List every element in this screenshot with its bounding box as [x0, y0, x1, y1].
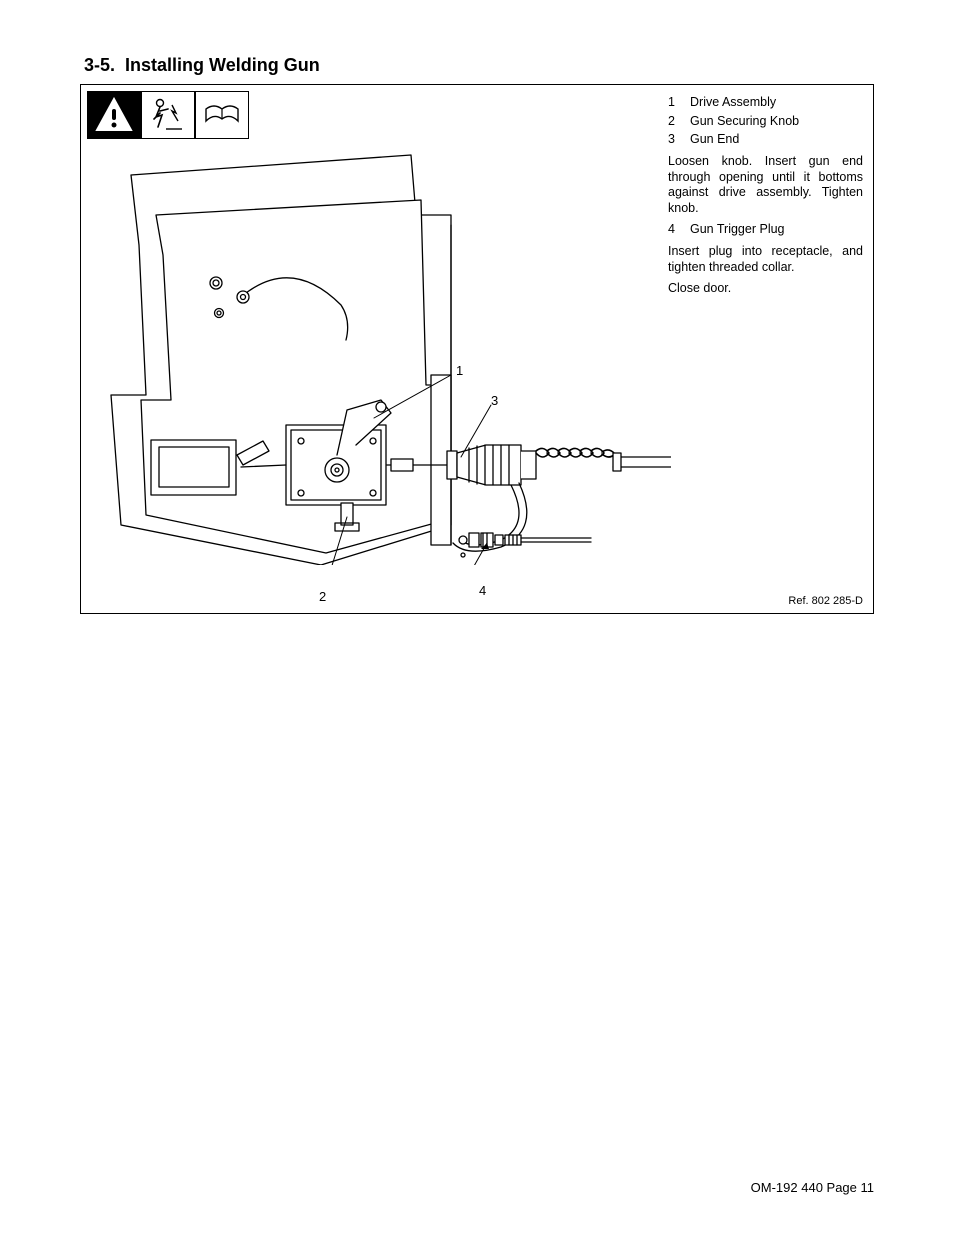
- warning-icon: [87, 91, 141, 139]
- legend-item: 1 Drive Assembly: [668, 95, 863, 111]
- page-footer: OM-192 440 Page 11: [751, 1180, 874, 1195]
- instruction-text: Close door.: [668, 281, 863, 297]
- legend-label: Drive Assembly: [690, 95, 776, 111]
- reference-number: Ref. 802 285-D: [788, 595, 863, 607]
- callout-1: 1: [456, 363, 463, 378]
- welding-gun-diagram: 1 3 2 4: [91, 145, 671, 565]
- figure-container: 1 3 2 4 1 Drive Assembly 2 Gun Securing …: [80, 84, 874, 614]
- section-heading: 3-5. Installing Welding Gun: [84, 55, 874, 76]
- instruction-text: Loosen knob. Insert gun end through open…: [668, 154, 863, 217]
- callout-4: 4: [479, 583, 486, 598]
- instruction-column: 1 Drive Assembly 2 Gun Securing Knob 3 G…: [668, 95, 863, 303]
- legend-label: Gun Securing Knob: [690, 114, 799, 130]
- legend-number: 4: [668, 222, 690, 238]
- shock-hazard-icon: [141, 91, 195, 139]
- callout-3: 3: [491, 393, 498, 408]
- legend-number: 2: [668, 114, 690, 130]
- section-title-text: Installing Welding Gun: [125, 55, 320, 75]
- legend-number: 3: [668, 132, 690, 148]
- legend-number: 1: [668, 95, 690, 111]
- read-manual-icon: [195, 91, 249, 139]
- legend-item: 3 Gun End: [668, 132, 863, 148]
- legend-label: Gun End: [690, 132, 739, 148]
- section-number: 3-5.: [84, 55, 115, 75]
- callout-2: 2: [319, 589, 326, 604]
- legend-item: 2 Gun Securing Knob: [668, 114, 863, 130]
- instruction-text: Insert plug into receptacle, and tighten…: [668, 244, 863, 275]
- legend-label: Gun Trigger Plug: [690, 222, 785, 238]
- manual-page: 3-5. Installing Welding Gun: [0, 0, 954, 1235]
- safety-icon-row: [87, 91, 249, 139]
- legend-item: 4 Gun Trigger Plug: [668, 222, 863, 238]
